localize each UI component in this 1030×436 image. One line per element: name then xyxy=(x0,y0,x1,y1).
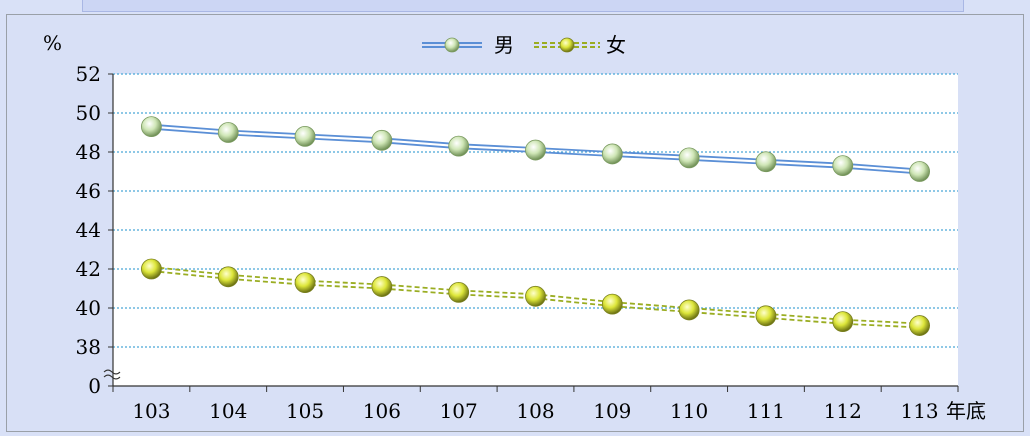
point-male-107 xyxy=(448,135,470,157)
legend-male-marker xyxy=(444,37,460,53)
point-male-111 xyxy=(755,151,777,173)
ytick-label-42: 42 xyxy=(76,257,101,281)
axis-break-wave-a xyxy=(103,369,121,375)
xtick-label-103: 103 xyxy=(132,399,170,423)
ytick-label-48: 48 xyxy=(76,140,101,164)
point-female-107 xyxy=(448,281,470,303)
point-female-110 xyxy=(678,299,700,321)
point-female-108 xyxy=(525,285,546,307)
legend-female-label: 女 xyxy=(606,33,626,57)
xtick-label-110: 110 xyxy=(670,399,708,423)
ytick-label-40: 40 xyxy=(76,296,101,320)
legend-female-marker xyxy=(559,37,575,53)
ytick-label-50: 50 xyxy=(76,101,101,125)
point-male-108 xyxy=(525,139,546,161)
point-male-106 xyxy=(371,129,393,151)
series-male xyxy=(141,116,930,182)
axis-break-wave-b xyxy=(103,374,121,380)
xtick-label-105: 105 xyxy=(286,399,324,423)
point-male-105 xyxy=(294,125,316,147)
ytick-label-52: 52 xyxy=(76,62,101,86)
point-female-112 xyxy=(832,311,854,333)
point-male-113 xyxy=(909,161,930,182)
point-male-112 xyxy=(832,155,854,177)
point-male-109 xyxy=(601,143,623,165)
series xyxy=(141,116,930,336)
legend: 男 女 xyxy=(422,33,626,57)
x-tick-labels: 103 104 105 106 107 108 109 110 111 112 113 xyxy=(132,399,938,423)
point-female-106 xyxy=(371,276,393,297)
xtick-label-113: 113 xyxy=(900,399,938,423)
xtick-label-108: 108 xyxy=(516,399,554,423)
point-female-104 xyxy=(217,266,239,288)
xtick-label-112: 112 xyxy=(824,399,862,423)
legend-entry-male: 男 xyxy=(422,33,514,57)
plot-area xyxy=(113,74,958,386)
gridlines xyxy=(113,73,958,348)
y-axis-title: % xyxy=(43,31,62,55)
axes xyxy=(103,73,959,392)
point-female-109 xyxy=(601,293,623,315)
legend-entry-female: 女 xyxy=(534,33,626,57)
x-axis-title: 年底 xyxy=(946,399,986,423)
point-male-103 xyxy=(141,116,162,138)
axis-break xyxy=(103,369,121,380)
xtick-label-107: 107 xyxy=(440,399,478,423)
xtick-label-109: 109 xyxy=(593,399,631,423)
legend-male-label: 男 xyxy=(494,33,514,57)
point-female-111 xyxy=(755,305,777,327)
xtick-label-104: 104 xyxy=(209,399,247,423)
ytick-label-46: 46 xyxy=(76,179,101,203)
xtick-label-106: 106 xyxy=(363,399,401,423)
ytick-label-0: 0 xyxy=(88,374,101,398)
point-female-113 xyxy=(909,315,930,336)
point-male-110 xyxy=(678,147,700,169)
y-tick-labels: 0 38 40 42 44 46 48 50 52 xyxy=(76,62,101,398)
point-male-104 xyxy=(217,122,239,143)
series-female xyxy=(141,258,930,336)
point-female-105 xyxy=(294,272,316,294)
top-banner-strip xyxy=(82,0,964,12)
ytick-label-38: 38 xyxy=(76,335,101,359)
xtick-label-111: 111 xyxy=(747,399,785,423)
ytick-label-44: 44 xyxy=(76,218,101,242)
point-female-103 xyxy=(141,258,162,280)
